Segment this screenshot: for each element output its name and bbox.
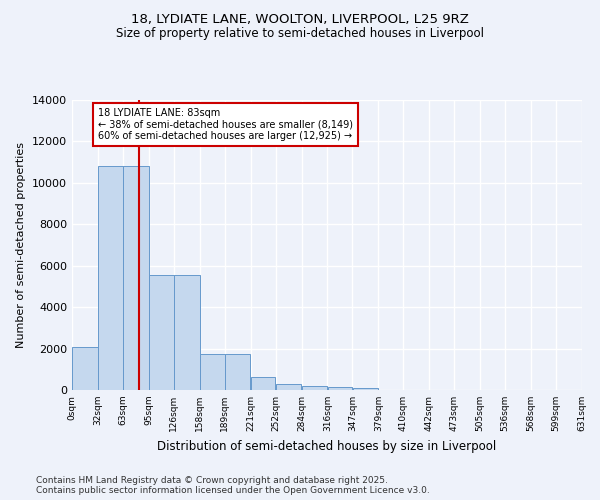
Bar <box>225 354 250 390</box>
Text: Contains HM Land Registry data © Crown copyright and database right 2025.
Contai: Contains HM Land Registry data © Crown c… <box>36 476 430 495</box>
Bar <box>98 166 123 390</box>
Bar <box>302 386 327 390</box>
Bar <box>200 354 224 390</box>
Bar <box>276 384 301 390</box>
Text: 18, LYDIATE LANE, WOOLTON, LIVERPOOL, L25 9RZ: 18, LYDIATE LANE, WOOLTON, LIVERPOOL, L2… <box>131 12 469 26</box>
X-axis label: Distribution of semi-detached houses by size in Liverpool: Distribution of semi-detached houses by … <box>157 440 497 452</box>
Bar <box>123 166 149 390</box>
Bar <box>251 377 275 390</box>
Bar <box>174 275 199 390</box>
Text: 18 LYDIATE LANE: 83sqm
← 38% of semi-detached houses are smaller (8,149)
60% of : 18 LYDIATE LANE: 83sqm ← 38% of semi-det… <box>98 108 353 142</box>
Bar <box>149 275 173 390</box>
Bar <box>328 388 352 390</box>
Text: Size of property relative to semi-detached houses in Liverpool: Size of property relative to semi-detach… <box>116 28 484 40</box>
Bar <box>72 346 98 390</box>
Y-axis label: Number of semi-detached properties: Number of semi-detached properties <box>16 142 26 348</box>
Bar <box>353 388 378 390</box>
